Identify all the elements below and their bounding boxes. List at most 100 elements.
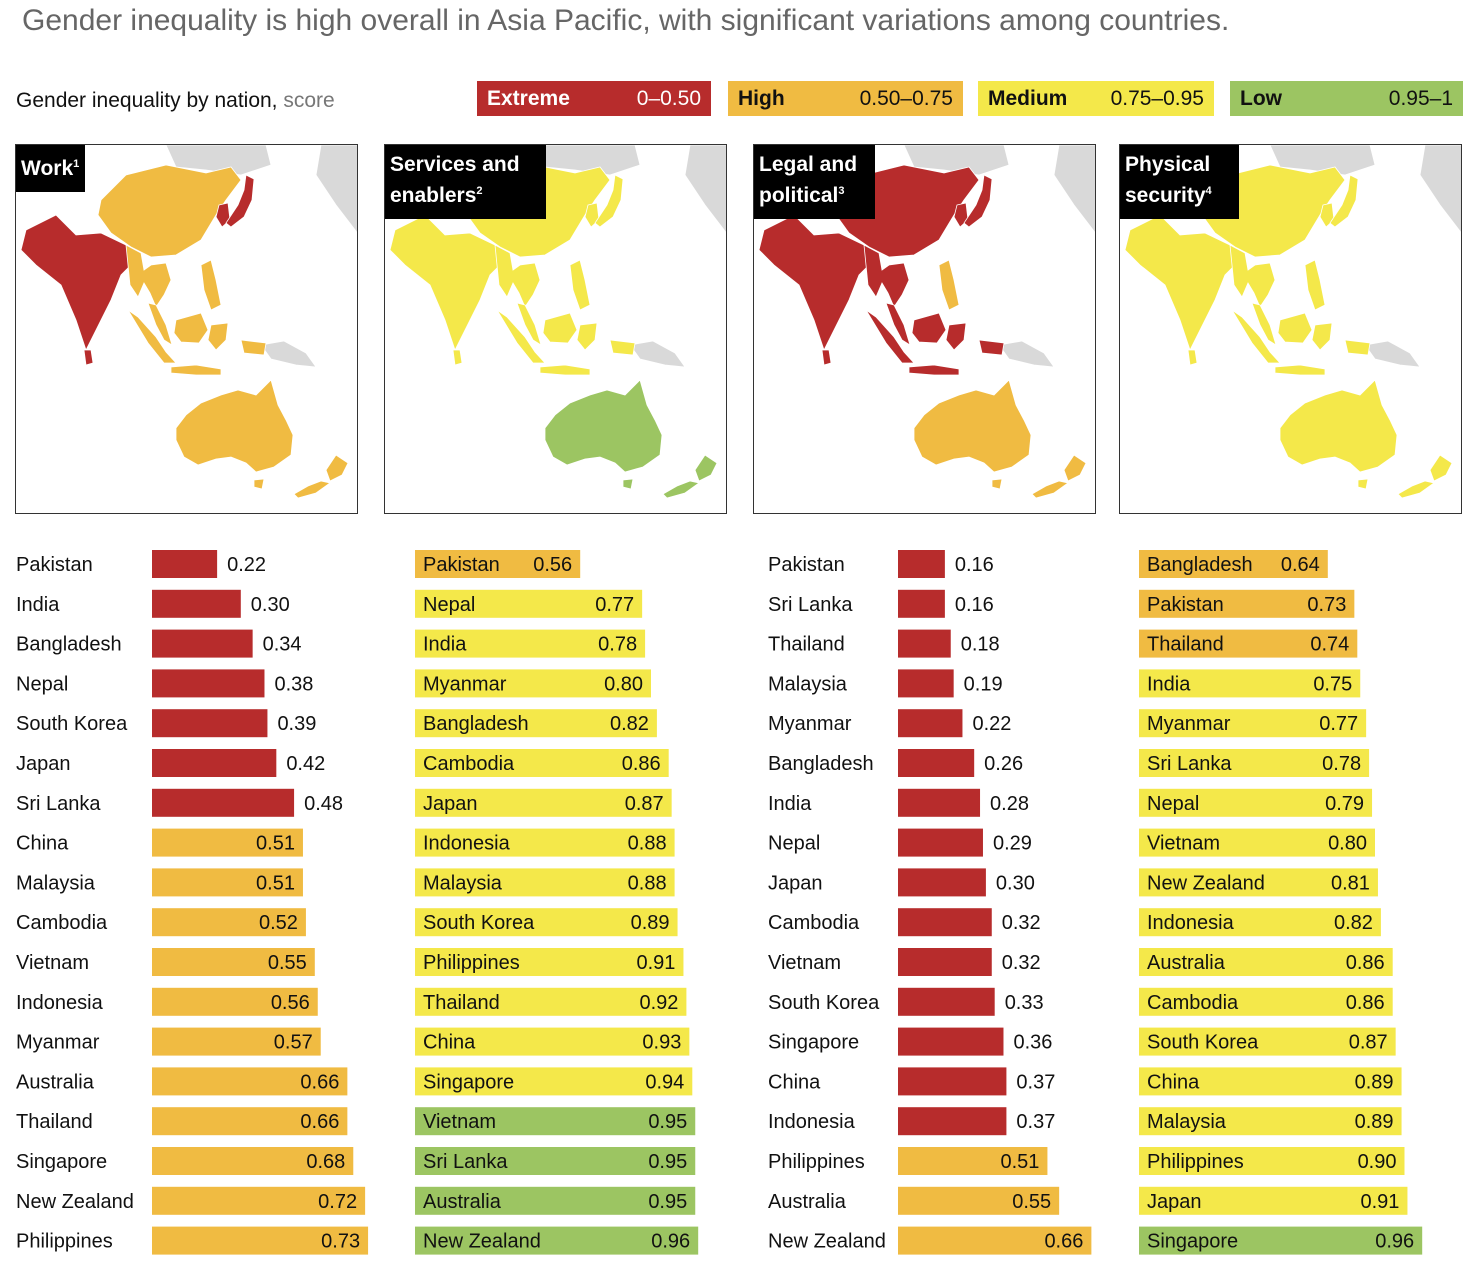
bar <box>898 948 992 976</box>
value-label: 0.90 <box>1358 1151 1397 1173</box>
category-label: Philippines <box>768 1151 865 1173</box>
category-label: Australia <box>1147 952 1226 974</box>
map-region-south-asia <box>1124 214 1241 352</box>
category-label: Vietnam <box>16 952 89 974</box>
category-label: Pakistan <box>768 554 845 576</box>
map-services: Services and enablers2 <box>384 144 727 514</box>
map-region-nodata <box>684 145 726 234</box>
bar-chart-legal: Pakistan 0.16 Sri Lanka 0.16 Thailand 0.18 Mal… <box>768 550 1092 1255</box>
map-region-japan-korea <box>1329 174 1359 228</box>
bar <box>898 1067 1007 1096</box>
bar <box>152 709 268 738</box>
bar <box>1139 1226 1423 1255</box>
category-label: Indonesia <box>16 992 104 1014</box>
map-region-nodata <box>1364 340 1421 368</box>
bar <box>415 669 651 698</box>
bar <box>152 1027 321 1056</box>
category-label: Cambodia <box>423 753 515 775</box>
map-region-maritime-sea <box>1251 302 1277 346</box>
value-label: 0.77 <box>595 594 634 616</box>
map-region-south-asia <box>20 214 137 352</box>
category-label: Nepal <box>1147 793 1199 815</box>
map-region-maritime-sea <box>978 339 1005 356</box>
map-region-new-zealand <box>325 454 349 482</box>
map-region-maritime-sea <box>147 302 173 346</box>
bar <box>415 1027 690 1056</box>
legend-extreme: Extreme 0–0.50 <box>477 81 711 116</box>
map-svg <box>758 145 1095 499</box>
category-label: Malaysia <box>1147 1111 1227 1133</box>
category-label: Bangladesh <box>16 634 122 656</box>
footnote-marker: 4 <box>1205 185 1212 197</box>
bar <box>898 868 986 897</box>
bar <box>152 550 218 578</box>
bar <box>898 550 945 578</box>
category-label: Australia <box>768 1191 847 1213</box>
map-region-mainland-sea <box>494 244 541 308</box>
value-label: 0.91 <box>1361 1191 1400 1213</box>
category-label: China <box>768 1071 821 1093</box>
bar <box>898 669 954 698</box>
chart-subtitle: Gender inequality by nation, score <box>16 89 335 113</box>
value-label: 0.22 <box>972 713 1011 735</box>
map-label-services: Services and enablers2 <box>385 145 546 219</box>
value-label: 0.22 <box>227 554 266 576</box>
category-label: Sri Lanka <box>768 594 853 616</box>
category-label: Thailand <box>1147 634 1224 656</box>
value-label: 0.32 <box>1002 912 1041 934</box>
subtitle-label: Gender inequality by nation, <box>16 89 278 112</box>
map-label-legal: Legal and political3 <box>754 145 875 219</box>
category-label: South Korea <box>768 992 880 1014</box>
map-region-maritime-sea <box>207 322 229 351</box>
map-region-new-zealand <box>1429 454 1453 482</box>
category-label: New Zealand <box>423 1231 541 1253</box>
category-label: Vietnam <box>423 1111 496 1133</box>
map-region-nodata <box>1053 145 1095 234</box>
category-label: Thailand <box>423 992 500 1014</box>
bar-chart-physical: Bangladesh 0.64 Pakistan 0.73 Thailand 0.74 In… <box>1139 550 1423 1255</box>
value-label: 0.56 <box>533 554 572 576</box>
category-label: Thailand <box>16 1111 93 1133</box>
category-label: Malaysia <box>16 872 96 894</box>
value-label: 0.29 <box>993 833 1032 855</box>
value-label: 0.18 <box>961 634 1000 656</box>
subtitle-unit: score <box>283 89 335 112</box>
category-label: Malaysia <box>423 872 503 894</box>
legend-range: 0.50–0.75 <box>859 86 953 110</box>
bar <box>1139 1186 1408 1215</box>
bar <box>1139 828 1375 857</box>
category-label: South Korea <box>1147 1032 1259 1054</box>
map-region-maritime-sea <box>240 339 267 356</box>
bar <box>1139 908 1381 937</box>
map-region-south-asia <box>83 349 94 366</box>
category-label: Bangladesh <box>1147 554 1253 576</box>
bar <box>1139 1027 1396 1056</box>
value-label: 0.30 <box>996 872 1035 894</box>
category-label: Singapore <box>423 1071 514 1093</box>
bar <box>415 629 646 658</box>
map-region-new-zealand <box>662 480 700 499</box>
map-region-australia <box>1279 379 1398 473</box>
bar <box>152 1147 354 1175</box>
bar <box>1139 550 1328 578</box>
map-region-maritime-sea <box>516 302 542 346</box>
bar <box>1139 1107 1402 1136</box>
category-label: Sri Lanka <box>16 793 101 815</box>
value-label: 0.80 <box>604 673 643 695</box>
category-label: Vietnam <box>768 952 841 974</box>
legend-name: Extreme <box>487 86 570 110</box>
bar <box>1139 868 1378 897</box>
map-region-nodata <box>1419 145 1461 234</box>
map-region-maritime-sea <box>609 339 636 356</box>
map-work: Work1 <box>15 144 358 514</box>
value-label: 0.52 <box>259 912 298 934</box>
category-label: New Zealand <box>1147 872 1265 894</box>
bar <box>898 589 945 618</box>
category-label: Myanmar <box>1147 713 1231 735</box>
value-label: 0.89 <box>631 912 670 934</box>
value-label: 0.66 <box>300 1111 339 1133</box>
value-label: 0.30 <box>251 594 290 616</box>
value-label: 0.56 <box>271 992 310 1014</box>
category-label: Japan <box>423 793 478 815</box>
value-label: 0.26 <box>984 753 1023 775</box>
